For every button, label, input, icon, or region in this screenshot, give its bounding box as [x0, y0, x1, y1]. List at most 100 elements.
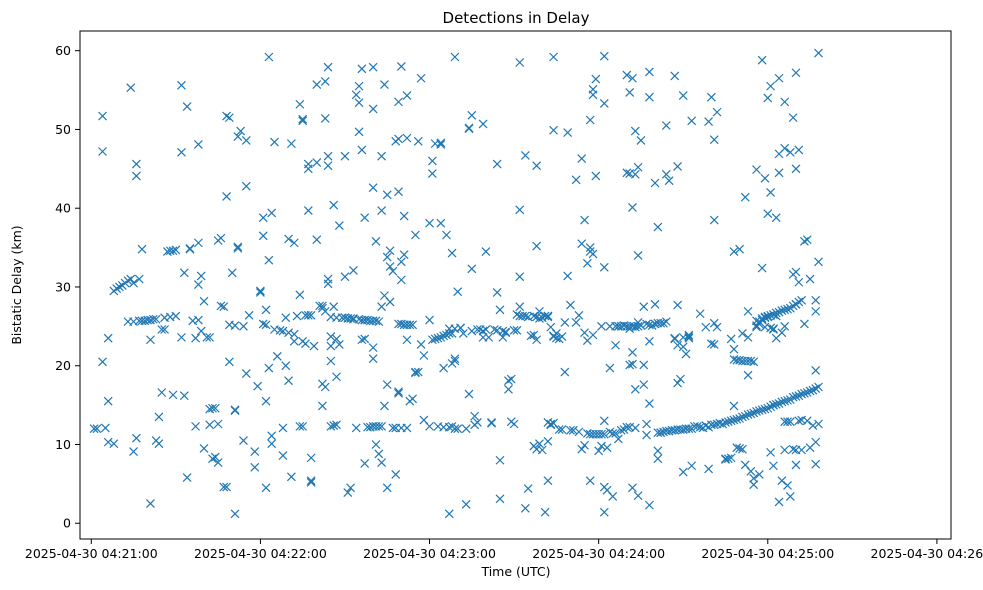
data-point	[780, 143, 790, 153]
data-point	[732, 414, 742, 424]
data-point	[794, 277, 804, 287]
data-point	[233, 242, 243, 252]
data-point	[377, 151, 387, 161]
data-point	[473, 325, 482, 334]
data-point	[678, 342, 688, 352]
data-point	[706, 92, 716, 102]
data-point	[599, 51, 609, 61]
x-tick-label: 2025-04-30 04:26:00	[871, 546, 983, 561]
data-point	[346, 483, 356, 493]
data-point	[636, 136, 646, 145]
data-point	[179, 391, 189, 401]
data-point	[785, 417, 795, 427]
data-point	[628, 202, 637, 212]
data-point	[760, 173, 770, 183]
data-point	[571, 175, 581, 185]
data-point	[628, 73, 637, 83]
data-point	[515, 272, 525, 282]
data-point	[123, 276, 133, 286]
data-point	[312, 80, 322, 89]
axes-frame	[79, 30, 952, 540]
data-point	[261, 305, 271, 315]
data-point	[554, 425, 564, 434]
data-point	[650, 178, 660, 188]
data-point	[408, 320, 418, 330]
data-point	[399, 211, 409, 221]
data-point	[442, 330, 451, 340]
data-point	[540, 507, 550, 517]
data-point	[630, 423, 640, 433]
data-point	[146, 499, 155, 508]
data-point	[222, 191, 232, 201]
data-point	[633, 251, 643, 260]
data-point	[684, 330, 694, 340]
data-point	[205, 332, 215, 342]
data-point	[774, 497, 784, 507]
data-point	[182, 473, 192, 482]
data-point	[799, 236, 809, 246]
data-point	[729, 344, 739, 354]
x-tick-label: 2025-04-30 04:25:00	[701, 546, 834, 561]
data-point	[374, 317, 384, 327]
data-point	[281, 361, 291, 371]
data-point	[752, 165, 761, 175]
y-tick-label: 50	[55, 122, 71, 137]
data-point	[794, 297, 804, 307]
data-point	[791, 68, 801, 78]
data-point	[563, 128, 573, 138]
data-point	[208, 403, 217, 413]
data-point	[628, 359, 637, 369]
data-point	[492, 159, 502, 169]
data-point	[191, 421, 200, 431]
data-point	[258, 213, 268, 223]
data-point	[481, 325, 491, 334]
data-point	[191, 333, 200, 343]
data-point	[357, 335, 367, 345]
x-tick-label: 2025-04-30 04:21:00	[25, 546, 158, 561]
data-point	[489, 325, 499, 334]
data-point	[346, 314, 356, 323]
data-point	[213, 458, 223, 468]
data-point	[326, 332, 336, 342]
data-point	[709, 135, 719, 145]
data-point	[520, 151, 530, 160]
data-point	[419, 351, 429, 360]
data-point	[385, 262, 395, 271]
data-point	[616, 425, 626, 435]
data-point	[250, 462, 260, 472]
data-point	[368, 104, 378, 114]
data-point	[774, 307, 784, 317]
data-point	[171, 245, 181, 255]
data-point	[295, 290, 305, 300]
data-point	[653, 446, 663, 456]
data-point	[224, 113, 234, 123]
data-point	[171, 311, 181, 321]
data-point	[348, 266, 358, 275]
data-point	[760, 404, 770, 414]
chart-title: Detections in Delay	[443, 9, 590, 27]
data-point	[673, 378, 683, 388]
data-point	[371, 236, 381, 246]
data-point	[146, 335, 155, 345]
data-point	[98, 111, 107, 121]
data-point	[261, 483, 271, 493]
data-point	[442, 230, 451, 240]
data-point	[402, 423, 412, 433]
data-point	[783, 481, 792, 490]
data-point	[777, 306, 787, 316]
data-point	[115, 282, 124, 292]
data-point	[185, 243, 195, 253]
data-point	[182, 102, 192, 112]
data-point	[402, 91, 412, 101]
data-point	[743, 306, 753, 316]
data-point	[501, 328, 511, 338]
data-point	[309, 341, 319, 351]
data-point	[103, 333, 113, 343]
data-point	[743, 332, 753, 342]
data-point	[239, 436, 248, 445]
data-point	[255, 288, 265, 297]
data-point	[498, 326, 508, 336]
data-point	[768, 310, 778, 319]
data-point	[580, 215, 589, 225]
data-point	[396, 257, 406, 267]
